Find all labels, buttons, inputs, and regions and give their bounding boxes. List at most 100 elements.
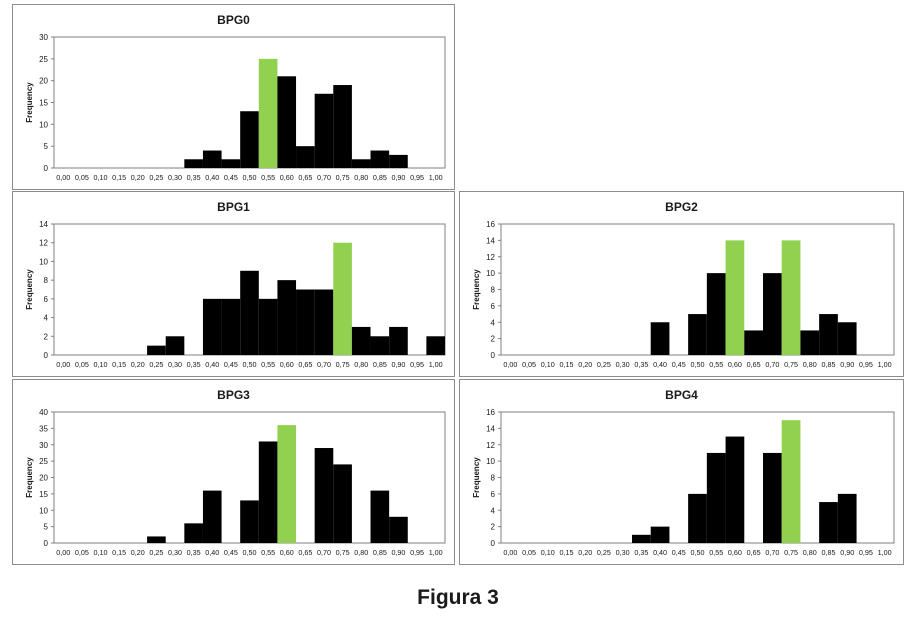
chart-bpg1-ytick-label: 6 (44, 295, 49, 304)
chart-bpg2-ylabel: Frequency (472, 269, 481, 310)
chart-bpg2-xtick-label: 0,55 (709, 360, 723, 369)
chart-bpg1-xtick-label: 0,05 (75, 360, 89, 369)
chart-bpg1-ytick-label: 12 (39, 239, 48, 248)
chart-bpg3-ytick-label: 35 (39, 424, 48, 433)
chart-bpg3-ytick-label: 10 (39, 506, 48, 515)
chart-bpg0-xtick-label: 0,50 (243, 173, 257, 182)
chart-bpg0-xtick-label: 0,30 (168, 173, 182, 182)
chart-bpg4-xtick-label: 0,30 (616, 548, 630, 557)
chart-bpg1: BPG1 Frequency 0 2 4 6 8 10 12 14 0,00 0,05 0,10 0,15… (25, 200, 446, 369)
chart-bpg0-bar-0-85 (370, 150, 390, 168)
chart-bpg1-bar-0-90 (389, 326, 408, 355)
chart-bpg4-xtick-label: 1,00 (878, 548, 892, 557)
chart-bpg4-xtick-label: 0,05 (522, 548, 536, 557)
chart-bpg1-xtick-label: 0,60 (280, 360, 294, 369)
chart-bpg2-bar-0-55 (706, 273, 726, 355)
chart-bpg3-xtick-label: 0,85 (373, 548, 387, 557)
chart-bpg1-xtick-label: 0,10 (94, 360, 108, 369)
chart-bpg4-ytick-label: 0 (491, 539, 496, 548)
chart-bpg0-xtick-label: 0,35 (187, 173, 201, 182)
chart-bpg0-bar-0-65 (296, 146, 315, 168)
chart-bpg0-xtick-label: 0,00 (56, 173, 70, 182)
chart-bpg0-bar-0-55 (258, 58, 278, 169)
chart-bpg3-xtick-label: 0,15 (112, 548, 126, 557)
chart-bpg1-ytick-label: 10 (39, 257, 48, 266)
chart-bpg3-ytick-label: 5 (44, 523, 49, 532)
chart-bpg4-ytick-label: 10 (486, 457, 495, 466)
chart-bpg2-bar-0-85 (819, 314, 838, 355)
chart-bpg3-bar-0-40 (202, 490, 222, 543)
chart-bpg4-bar-0-55 (706, 452, 726, 543)
chart-bpg0-bar-0-40 (202, 150, 222, 168)
chart-bpg4-bar-0-60 (725, 436, 745, 543)
chart-bpg3-ylabel: Frequency (25, 457, 34, 498)
chart-bpg4-xtick-label: 0,80 (803, 548, 817, 557)
chart-bpg2-xtick-label: 0,90 (840, 360, 854, 369)
chart-bpg2-xtick-label: 0,45 (672, 360, 686, 369)
chart-bpg0-xtick-label: 0,85 (373, 173, 387, 182)
chart-bpg2-bar-0-70 (763, 273, 782, 355)
chart-bpg0-xtick-label: 0,90 (391, 173, 405, 182)
chart-bpg4-ytick-label: 16 (486, 408, 495, 417)
chart-bpg0-xtick-label: 0,15 (112, 173, 126, 182)
chart-bpg0-bar-0-50 (240, 111, 259, 168)
chart-bpg2-xtick-label: 0,65 (747, 360, 761, 369)
chart-bpg1-bar-0-25 (147, 345, 166, 355)
chart-bpg1-xtick-label: 0,70 (317, 360, 331, 369)
chart-bpg2-xtick-label: 1,00 (878, 360, 892, 369)
chart-bpg2-bar-0-75 (781, 240, 801, 355)
chart-bpg4-bar-0-50 (688, 493, 707, 543)
chart-bpg4-ytick-label: 6 (491, 490, 496, 499)
chart-bpg3-bar-0-35 (184, 523, 203, 543)
chart-bpg0-bar-0-75 (333, 85, 352, 168)
chart-bpg0-bar-0-35 (184, 159, 203, 168)
chart-bpg0-ytick-label: 0 (44, 164, 49, 173)
chart-bpg3-xtick-label: 0,00 (56, 548, 70, 557)
chart-bpg4-xtick-label: 0,45 (672, 548, 686, 557)
chart-bpg4-bar-0-75 (781, 420, 801, 543)
figure-caption: Figura 3 (417, 586, 499, 609)
chart-bpg4: BPG4 Frequency 0 2 4 6 8 10 12 14 16 0,00 0,05 0,10 0,… (472, 388, 895, 557)
chart-bpg2-title: BPG2 (665, 200, 698, 214)
chart-bpg1-xtick-label: 0,80 (354, 360, 368, 369)
chart-bpg0-xtick-label: 0,40 (205, 173, 219, 182)
chart-bpg2-xtick-label: 0,40 (653, 360, 667, 369)
chart-bpg0-bar-0-80 (351, 159, 371, 168)
chart-bpg2-ytick-label: 4 (491, 318, 496, 327)
chart-bpg4-xtick-label: 0,65 (747, 548, 761, 557)
chart-panel-bpg2: BPG2 Frequency 0 2 4 6 8 10 12 14 16 0,00 0,05 0,10 0,… (459, 191, 904, 377)
chart-bpg3-bar-0-75 (333, 464, 352, 543)
chart-bpg3-xtick-label: 0,45 (224, 548, 238, 557)
chart-bpg0-ylabel: Frequency (25, 82, 34, 123)
chart-bpg2-xtick-label: 0,00 (503, 360, 517, 369)
chart-bpg1-xtick-label: 0,90 (391, 360, 405, 369)
chart-bpg0-xtick-label: 0,75 (336, 173, 350, 182)
chart-bpg1-ytick-label: 0 (44, 351, 49, 360)
chart-bpg3-xtick-label: 0,20 (131, 548, 145, 557)
chart-bpg3-xtick-label: 0,65 (298, 548, 312, 557)
chart-panel-bpg1: BPG1 Frequency 0 2 4 6 8 10 12 14 0,00 0,05 0,10 0,15… (12, 191, 455, 377)
chart-bpg0-xtick-label: 0,70 (317, 173, 331, 182)
chart-bpg4-bar-0-90 (837, 493, 857, 543)
chart-bpg1-bar-0-55 (258, 298, 278, 355)
chart-bpg2-xtick-label: 0,15 (560, 360, 574, 369)
chart-bpg3-xtick-label: 0,35 (187, 548, 201, 557)
chart-bpg2-xtick-label: 0,70 (765, 360, 779, 369)
chart-bpg3-xtick-label: 0,30 (168, 548, 182, 557)
chart-bpg2-ytick-label: 0 (491, 351, 496, 360)
chart-bpg2-xtick-label: 0,35 (634, 360, 648, 369)
chart-bpg1-ylabel: Frequency (25, 269, 34, 310)
chart-bpg4-bar-0-70 (763, 452, 782, 543)
chart-bpg3-xtick-label: 0,05 (75, 548, 89, 557)
chart-bpg2-xtick-label: 0,80 (803, 360, 817, 369)
chart-bpg0-bar-0-70 (314, 93, 334, 168)
chart-bpg4-xtick-label: 0,20 (578, 548, 592, 557)
chart-bpg3-ytick-label: 30 (39, 441, 48, 450)
chart-bpg0-xtick-label: 0,25 (149, 173, 163, 182)
chart-bpg4-ytick-label: 8 (491, 474, 496, 483)
chart-bpg1-xtick-label: 0,35 (187, 360, 201, 369)
chart-bpg2-bar-0-40 (650, 322, 670, 355)
chart-bpg4-title: BPG4 (665, 388, 698, 402)
chart-bpg0-xtick-label: 1,00 (429, 173, 443, 182)
chart-bpg2-ytick-label: 10 (486, 269, 495, 278)
